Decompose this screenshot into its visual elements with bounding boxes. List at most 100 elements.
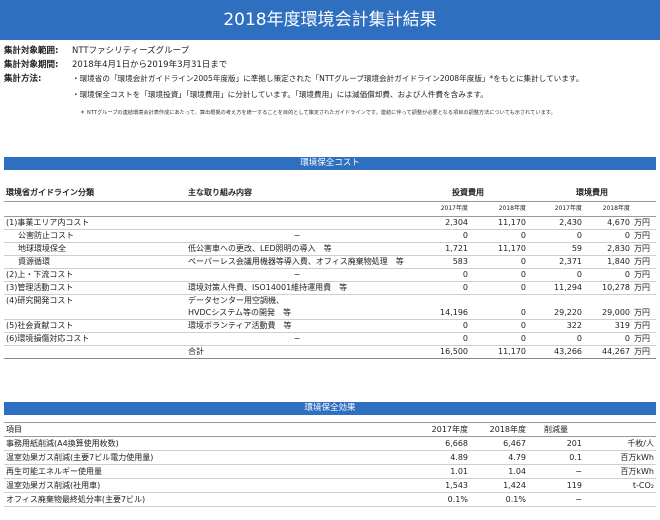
table-row: 再生可能エネルギー使用量 1.01 1.04 − 百万kWh: [4, 464, 656, 479]
row-invest-2017: 0: [408, 268, 470, 282]
effect-item: 事務用紙削減(A4換算使用枚数): [4, 436, 408, 451]
cost-subheader-row: 2017年度 2018年度 2017年度 2018年度: [4, 201, 656, 217]
row-category: (3)管理活動コスト: [4, 281, 186, 295]
effect-2017: 1.01: [408, 464, 470, 479]
table-row: (6)環境損傷対応コスト − 0 0 0 0 万円: [4, 332, 656, 346]
table-row: (1)事業エリア内コスト 2,304 11,170 2,430 4,670 万円: [4, 216, 656, 230]
effect-reduction: −: [528, 492, 584, 507]
period-value: 2018年4月1日から2019年3月31日まで: [72, 60, 228, 70]
sub-invest-2017: 2017年度: [408, 201, 470, 217]
row-expense-2017: 0: [528, 332, 584, 346]
row-expense-2018: 0: [584, 229, 632, 243]
row-expense-2017: 2,371: [528, 255, 584, 269]
effect-2018: 6,467: [470, 436, 528, 451]
row-expense-2018: 1,840: [584, 255, 632, 269]
effect-2018: 0.1%: [470, 492, 528, 507]
effect-section-title: 環境保全効果: [4, 402, 656, 415]
row-activity: ペーパーレス会議用機器等導入費、オフィス廃棄物処理 等: [186, 255, 408, 269]
effect-header-row: 項目 2017年度 2018年度 削減量: [4, 422, 656, 437]
effect-2017: 1,543: [408, 478, 470, 493]
table-row: 温室効果ガス削減(社用車) 1,543 1,424 119 t-CO₂: [4, 478, 656, 493]
effect-2017: 6,668: [408, 436, 470, 451]
total-label: 合計: [186, 345, 408, 359]
effect-reduction: 0.1: [528, 450, 584, 465]
cost-table: 環境省ガイドライン分類 主な取り組み内容 投資費用 環境費用 2017年度 20…: [4, 185, 656, 359]
row-category: (5)社会貢献コスト: [4, 319, 186, 333]
effect-unit: 百万kWh: [584, 464, 656, 479]
row-unit: 万円: [632, 255, 656, 269]
effect-header-item: 項目: [4, 422, 408, 437]
total-row: 合計 16,500 11,170 43,266 44,267 万円: [4, 345, 656, 359]
row-activity: データセンター用空調機、: [188, 296, 284, 305]
method-line: 集計方法: ・環境省の「環境会計ガイドライン2005年度版」に準拠し策定された「N…: [4, 73, 583, 85]
row-category: 資源循環: [4, 255, 186, 269]
effect-item: オフィス廃棄物最終処分率(主要7ビル): [4, 492, 408, 507]
row-activity: [186, 216, 408, 230]
scope-label: 集計対象範囲:: [4, 46, 59, 56]
row-expense-2018: 29,000: [584, 307, 632, 320]
table-row: 資源循環 ペーパーレス会議用機器等導入費、オフィス廃棄物処理 等 583 0 2…: [4, 255, 656, 269]
total-invest-2017: 16,500: [408, 345, 470, 359]
row-unit: 万円: [632, 319, 656, 333]
table-row: オフィス廃棄物最終処分率(主要7ビル) 0.1% 0.1% −: [4, 492, 656, 507]
table-row: HVDCシステム等の開発 等 14,196 0 29,220 29,000 万円: [4, 307, 656, 320]
effect-reduction: −: [528, 464, 584, 479]
row-expense-2017: 29,220: [528, 307, 584, 320]
effect-table: 項目 2017年度 2018年度 削減量 事務用紙削減(A4換算使用枚数) 6,…: [4, 422, 656, 507]
sub-expense-2018: 2018年度: [584, 201, 632, 217]
row-invest-2018: 0: [470, 307, 528, 320]
sub-expense-2017: 2017年度: [528, 201, 584, 217]
scope-value: NTTファシリティーズグループ: [72, 46, 190, 56]
period-label: 集計対象期間:: [4, 60, 59, 70]
row-invest-2017: 0: [408, 229, 470, 243]
row-invest-2017: 583: [408, 255, 470, 269]
row-expense-2017: 0: [528, 268, 584, 282]
method-label: 集計方法:: [4, 74, 42, 84]
table-row: (4)研究開発コスト データセンター用空調機、: [4, 295, 656, 308]
header-expense: 環境費用: [528, 185, 656, 202]
sub-invest-2018: 2018年度: [470, 201, 528, 217]
row-invest-2017: 0: [408, 319, 470, 333]
effect-item: 温室効果ガス削減(社用車): [4, 478, 408, 493]
row-unit: 万円: [632, 268, 656, 282]
row-category: 地球環境保全: [4, 242, 186, 256]
row-invest-2018: 0: [470, 229, 528, 243]
row-unit: 万円: [632, 307, 656, 320]
row-unit: 万円: [632, 242, 656, 256]
total-expense-2018: 44,267: [584, 345, 632, 359]
row-activity: 低公害車への更改、LED照明の導入 等: [186, 242, 408, 256]
row-unit: 万円: [632, 281, 656, 295]
header-category: 環境省ガイドライン分類: [4, 185, 186, 202]
row-expense-2017: 0: [528, 229, 584, 243]
row-expense-2018: 10,278: [584, 281, 632, 295]
effect-header-2018: 2018年度: [470, 422, 528, 437]
row-activity: −: [186, 332, 408, 346]
row-expense-2018: 0: [584, 268, 632, 282]
row-expense-2017: 59: [528, 242, 584, 256]
row-invest-2018: 11,170: [470, 242, 528, 256]
row-invest-2017: 0: [408, 332, 470, 346]
effect-header-2017: 2017年度: [408, 422, 470, 437]
row-activity-2: HVDCシステム等の開発 等: [186, 307, 408, 320]
total-invest-2018: 11,170: [470, 345, 528, 359]
table-row: (3)管理活動コスト 環境対策人件費、ISO14001維持運用費 等 0 0 1…: [4, 281, 656, 295]
page-title: 2018年度環境会計集計結果: [0, 0, 660, 40]
effect-reduction: 119: [528, 478, 584, 493]
effect-2018: 4.79: [470, 450, 528, 465]
table-row: 温室効果ガス削減(主要7ビル電力使用量) 4.89 4.79 0.1 百万kWh: [4, 450, 656, 465]
row-category: (6)環境損傷対応コスト: [4, 332, 186, 346]
row-invest-2018: 0: [470, 268, 528, 282]
table-row: (2)上・下流コスト − 0 0 0 0 万円: [4, 268, 656, 282]
cost-header-row: 環境省ガイドライン分類 主な取り組み内容 投資費用 環境費用: [4, 185, 656, 202]
row-expense-2018: 319: [584, 319, 632, 333]
row-activity: −: [186, 268, 408, 282]
row-category: (1)事業エリア内コスト: [4, 216, 186, 230]
effect-reduction: 201: [528, 436, 584, 451]
row-category: (2)上・下流コスト: [4, 268, 186, 282]
effect-unit: 千枚/人: [584, 436, 656, 451]
cost-section-title: 環境保全コスト: [4, 157, 656, 170]
row-unit: 万円: [632, 229, 656, 243]
effect-unit: t-CO₂: [584, 478, 656, 493]
row-invest-2018: 0: [470, 319, 528, 333]
row-invest-2017: 1,721: [408, 242, 470, 256]
